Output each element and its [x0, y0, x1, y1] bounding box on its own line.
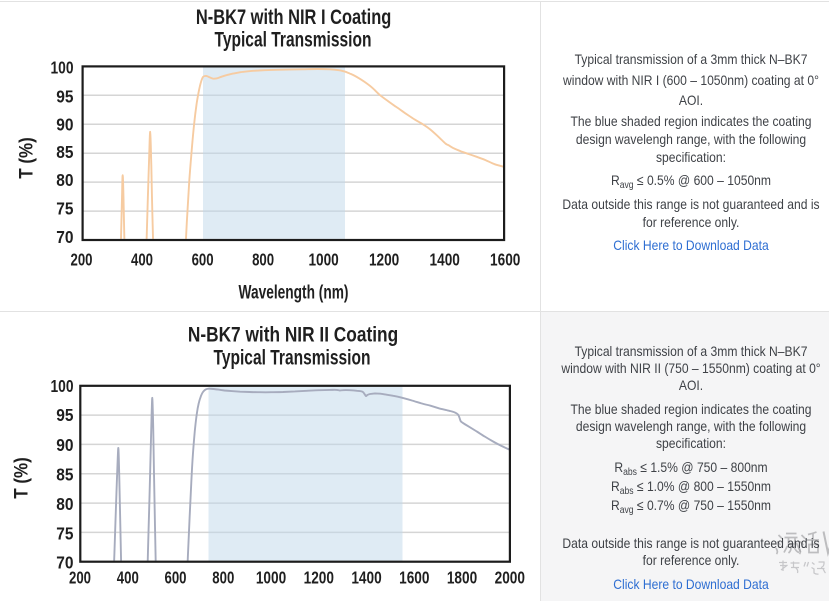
- svg-text:1800: 1800: [447, 567, 477, 587]
- svg-text:600: 600: [165, 567, 187, 587]
- svg-text:Typical Transmission: Typical Transmission: [215, 29, 372, 52]
- svg-text:N-BK7 with NIR II Coating: N-BK7 with NIR II Coating: [188, 324, 398, 347]
- svg-text:95: 95: [56, 405, 73, 425]
- svg-text:100: 100: [51, 58, 74, 78]
- svg-text:70: 70: [56, 552, 73, 572]
- svg-text:400: 400: [131, 249, 153, 269]
- svg-text:Wavelength (nm): Wavelength (nm): [239, 281, 349, 303]
- svg-text:75: 75: [56, 199, 73, 219]
- svg-text:200: 200: [71, 249, 93, 269]
- svg-text:1200: 1200: [304, 567, 334, 587]
- svg-text:Typical Transmission: Typical Transmission: [214, 347, 371, 370]
- svg-text:200: 200: [69, 567, 91, 587]
- svg-text:T (%): T (%): [15, 137, 37, 179]
- svg-text:85: 85: [56, 142, 73, 162]
- svg-text:1400: 1400: [351, 567, 381, 587]
- svg-text:80: 80: [56, 494, 73, 514]
- svg-text:1000: 1000: [256, 567, 286, 587]
- svg-text:1400: 1400: [430, 249, 460, 269]
- svg-text:1600: 1600: [399, 567, 429, 587]
- svg-text:90: 90: [56, 114, 73, 134]
- svg-text:2000: 2000: [495, 567, 525, 587]
- svg-text:70: 70: [56, 227, 73, 247]
- svg-text:75: 75: [56, 524, 73, 544]
- svg-text:95: 95: [56, 86, 73, 106]
- svg-text:80: 80: [56, 170, 73, 190]
- svg-text:600: 600: [192, 249, 214, 269]
- svg-text:90: 90: [56, 435, 73, 455]
- svg-text:800: 800: [252, 249, 274, 269]
- svg-text:1200: 1200: [369, 249, 399, 269]
- svg-text:100: 100: [51, 376, 74, 396]
- svg-text:N-BK7 with NIR I Coating: N-BK7 with NIR I Coating: [196, 6, 391, 29]
- svg-text:85: 85: [56, 465, 73, 485]
- svg-text:1000: 1000: [308, 249, 338, 269]
- svg-text:800: 800: [212, 567, 234, 587]
- svg-text:400: 400: [117, 567, 139, 587]
- svg-text:1600: 1600: [490, 249, 520, 269]
- svg-text:T (%): T (%): [11, 457, 33, 499]
